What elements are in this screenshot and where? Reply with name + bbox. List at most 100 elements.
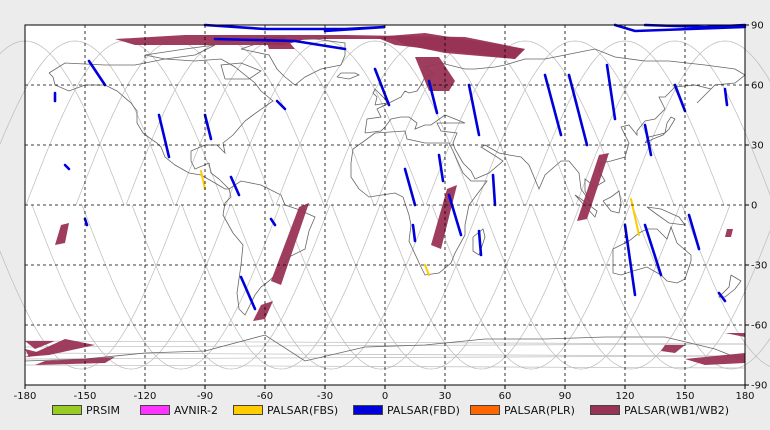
fbd-swath (275, 99, 287, 111)
orbit-track (81, 204, 281, 370)
orbit-track (475, 40, 675, 206)
palsar-fbd-swaths (53, 23, 747, 311)
legend-swatch (590, 405, 620, 415)
fbd-swath (687, 213, 701, 251)
legend-item-palsar-fbs: PALSAR(FBS) (233, 402, 338, 418)
legend-item-palsar-wb: PALSAR(WB1/WB2) (590, 402, 729, 418)
orbit-track (575, 40, 770, 206)
wb-swath (55, 223, 69, 245)
orbit-track (581, 204, 770, 370)
fbd-swath (723, 87, 729, 107)
coastline-antarctica-line (24, 334, 746, 362)
x-tick-label: -90 (197, 391, 213, 402)
fbd-swath (403, 167, 417, 207)
graticule (24, 24, 746, 386)
fbd-swath (87, 59, 107, 87)
coastline-madagascar (472, 228, 486, 256)
y-tick-label: -30 (751, 261, 767, 272)
x-tick-label: 90 (559, 391, 572, 402)
orbit-track (31, 204, 231, 370)
y-tick-label: 30 (751, 141, 764, 152)
legend-item-avnir2: AVNIR-2 (140, 402, 218, 418)
fbd-swath (643, 123, 653, 157)
legend-label: AVNIR-2 (174, 403, 218, 417)
wb-swath (415, 57, 455, 91)
orbit-track (331, 204, 531, 370)
x-tick-label: 60 (499, 391, 512, 402)
wb-swath (253, 301, 273, 321)
legend-item-palsar-plr: PALSAR(PLR) (470, 402, 575, 418)
fbd-swath (213, 37, 347, 51)
fbd-swath (203, 113, 213, 141)
x-tick-label: 120 (615, 391, 634, 402)
orbit-track (431, 204, 631, 370)
fbd-swath (239, 275, 257, 311)
coastline-japan (644, 116, 676, 144)
orbit-track (531, 204, 731, 370)
x-tick-label: -30 (317, 391, 333, 402)
fbd-swath (229, 175, 241, 197)
fbd-swath (467, 83, 481, 137)
y-tick-label: -60 (751, 321, 767, 332)
wb-swath (25, 349, 41, 357)
legend-label: PALSAR(WB1/WB2) (624, 403, 730, 417)
fbd-swath (477, 229, 483, 257)
x-tick-label: -150 (74, 391, 97, 402)
wb-swath (661, 345, 685, 353)
x-tick-label: -60 (257, 391, 273, 402)
x-tick-label: -120 (134, 391, 157, 402)
fbd-swath (613, 23, 747, 33)
orbit-track (0, 204, 181, 370)
orbit-track (281, 204, 481, 370)
fbd-swath (567, 73, 589, 147)
orbit-track (625, 40, 770, 206)
wb-swath (577, 153, 609, 221)
coastline-borneo (602, 190, 622, 214)
coastline-baffin (220, 62, 262, 80)
wb-swath (35, 357, 115, 365)
wb-swath (25, 339, 95, 357)
palsar-wb-swaths (25, 33, 745, 365)
x-tick-label: 0 (382, 391, 388, 402)
legend-swatch (470, 405, 500, 415)
fbd-swath (373, 67, 391, 107)
legend-label: PALSAR(FBD) (387, 403, 460, 417)
orbit-track (481, 204, 681, 370)
fbd-swath (623, 223, 637, 297)
orbit-track (381, 204, 581, 370)
fbd-swath (643, 223, 663, 277)
wb-swath (375, 33, 525, 59)
orbit-track (231, 204, 431, 370)
longitude-ticks: -180 -150 -120 -90 -60 -30 0 30 60 90 120 150 180 (14, 385, 755, 402)
wb-swath (685, 353, 745, 365)
wb-swath (271, 203, 309, 285)
coastline-new-zealand (718, 274, 742, 298)
legend-swatch (353, 405, 383, 415)
fbd-swath (717, 291, 727, 303)
coastline-iceland (336, 72, 360, 80)
wb-swath (725, 333, 745, 337)
coastline-africa (350, 130, 488, 276)
legend-swatch (52, 405, 82, 415)
fbd-swath (673, 83, 687, 113)
fbd-swath (437, 153, 445, 183)
fbd-swath (491, 173, 497, 207)
orbit-track (0, 40, 175, 206)
legend-swatch (233, 405, 263, 415)
wb-swath (25, 341, 55, 349)
fbd-swath (203, 23, 386, 33)
y-tick-label: 90 (751, 21, 764, 32)
legend-item-palsar-fbd: PALSAR(FBD) (353, 402, 460, 418)
fbd-swath (269, 217, 277, 227)
latitude-ticks: 90 60 30 0 -30 -60 -90 (745, 21, 767, 392)
fbd-swath (157, 113, 171, 159)
orbit-track (225, 40, 425, 206)
x-tick-label: 180 (735, 391, 754, 402)
y-tick-label: 60 (751, 81, 764, 92)
orbit-track (681, 204, 770, 367)
fbs-swath (424, 264, 430, 276)
legend-label: PRSIM (86, 403, 120, 417)
fbd-swath (605, 63, 617, 121)
orbit-track (181, 204, 381, 370)
coastline-north-america (48, 58, 274, 190)
